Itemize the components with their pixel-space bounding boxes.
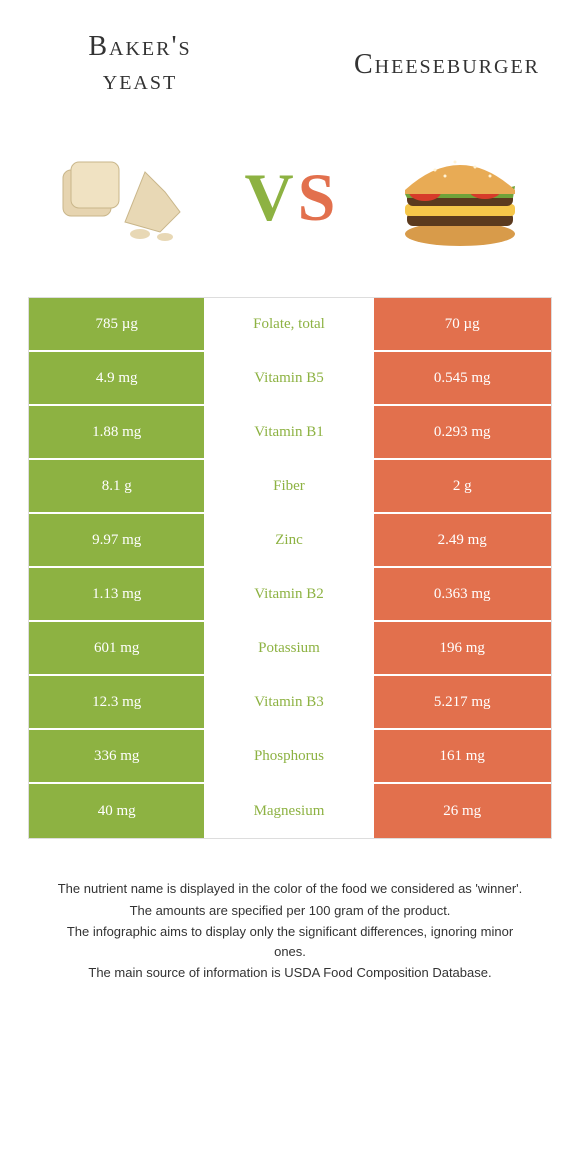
left-value: 8.1 g xyxy=(29,460,206,512)
footer-line-4: The main source of information is USDA F… xyxy=(50,963,530,983)
right-value: 0.545 mg xyxy=(374,352,551,404)
nutrient-name: Vitamin B2 xyxy=(206,568,373,620)
nutrient-table: 785 µgFolate, total70 µg4.9 mgVitamin B5… xyxy=(28,297,552,839)
left-food-line2: yeast xyxy=(103,65,177,96)
left-value: 9.97 mg xyxy=(29,514,206,566)
table-row: 12.3 mgVitamin B35.217 mg xyxy=(29,676,551,730)
footer-line-2: The amounts are specified per 100 gram o… xyxy=(50,901,530,921)
right-value: 2.49 mg xyxy=(374,514,551,566)
nutrient-name: Phosphorus xyxy=(206,730,373,782)
header: Baker's yeast Cheeseburger xyxy=(20,20,560,117)
right-food-title: Cheeseburger xyxy=(280,30,540,82)
nutrient-name: Zinc xyxy=(206,514,373,566)
nutrient-name: Vitamin B3 xyxy=(206,676,373,728)
left-food-image xyxy=(40,137,200,257)
left-value: 785 µg xyxy=(29,298,206,350)
nutrient-name: Folate, total xyxy=(206,298,373,350)
nutrient-name: Magnesium xyxy=(206,784,373,838)
left-value: 336 mg xyxy=(29,730,206,782)
footer-line-1: The nutrient name is displayed in the co… xyxy=(50,879,530,899)
vs-s: S xyxy=(298,163,336,231)
right-value: 196 mg xyxy=(374,622,551,674)
left-value: 1.88 mg xyxy=(29,406,206,458)
right-food-image xyxy=(380,137,540,257)
footer-notes: The nutrient name is displayed in the co… xyxy=(20,839,560,983)
left-value: 12.3 mg xyxy=(29,676,206,728)
nutrient-name: Vitamin B5 xyxy=(206,352,373,404)
vs-label: V S xyxy=(245,163,336,231)
right-value: 0.293 mg xyxy=(374,406,551,458)
table-row: 336 mgPhosphorus161 mg xyxy=(29,730,551,784)
table-row: 9.97 mgZinc2.49 mg xyxy=(29,514,551,568)
nutrient-name: Fiber xyxy=(206,460,373,512)
footer-line-3: The infographic aims to display only the… xyxy=(50,922,530,961)
left-value: 40 mg xyxy=(29,784,206,838)
right-value: 5.217 mg xyxy=(374,676,551,728)
table-row: 1.13 mgVitamin B20.363 mg xyxy=(29,568,551,622)
nutrient-name: Vitamin B1 xyxy=(206,406,373,458)
table-row: 8.1 gFiber2 g xyxy=(29,460,551,514)
vs-v: V xyxy=(245,163,294,231)
images-row: V S xyxy=(20,117,560,297)
right-value: 2 g xyxy=(374,460,551,512)
left-value: 601 mg xyxy=(29,622,206,674)
right-value: 26 mg xyxy=(374,784,551,838)
table-row: 40 mgMagnesium26 mg xyxy=(29,784,551,838)
nutrient-name: Potassium xyxy=(206,622,373,674)
table-row: 1.88 mgVitamin B10.293 mg xyxy=(29,406,551,460)
table-row: 785 µgFolate, total70 µg xyxy=(29,298,551,352)
table-row: 601 mgPotassium196 mg xyxy=(29,622,551,676)
left-food-title: Baker's yeast xyxy=(40,30,240,97)
table-row: 4.9 mgVitamin B50.545 mg xyxy=(29,352,551,406)
right-value: 70 µg xyxy=(374,298,551,350)
left-food-line1: Baker's xyxy=(88,31,191,62)
right-value: 161 mg xyxy=(374,730,551,782)
left-value: 1.13 mg xyxy=(29,568,206,620)
right-value: 0.363 mg xyxy=(374,568,551,620)
left-value: 4.9 mg xyxy=(29,352,206,404)
